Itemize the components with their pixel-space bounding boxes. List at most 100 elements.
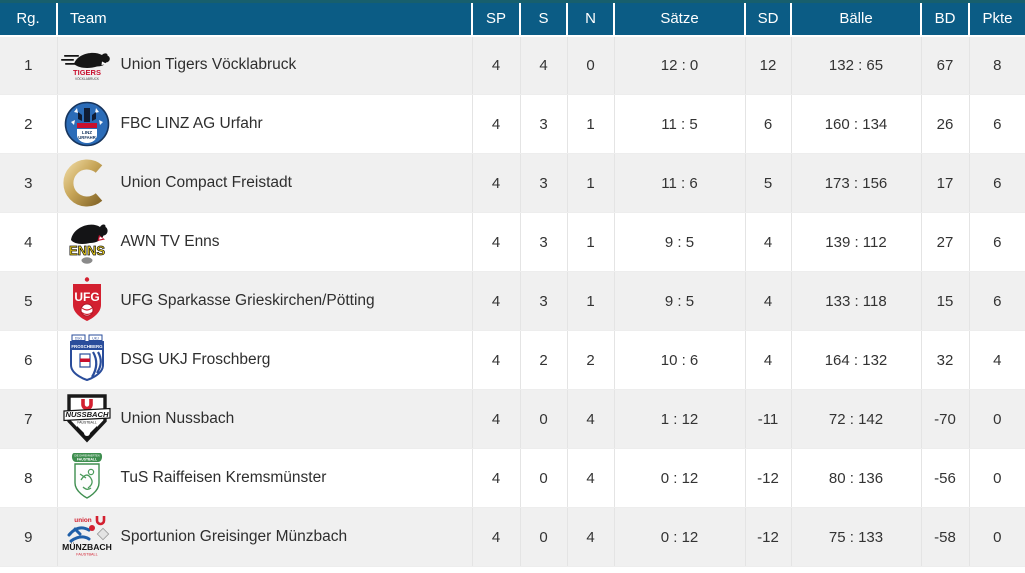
pkte-cell: 6 <box>968 271 1025 331</box>
col-header-bd: BD <box>920 0 969 37</box>
team-cell: LINZ URFAHR FBC LINZ AG Urfahr <box>56 94 472 154</box>
saetze-cell: 9 : 5 <box>613 212 745 272</box>
baelle-cell: 132 : 65 <box>790 35 921 95</box>
team-name: TuS Raiffeisen Kremsmünster <box>120 469 327 486</box>
rank-cell: 9 <box>0 507 57 567</box>
team-cell: DSG UKJ FROSCHBERG DSG UKJ Froschberg <box>56 330 472 390</box>
s-cell: 0 <box>519 448 567 508</box>
rank-cell: 2 <box>0 94 57 154</box>
pkte-cell: 6 <box>968 212 1025 272</box>
ufg-grieskirchen-poetting-logo: UFG <box>61 274 113 328</box>
dsg-ukj-froschberg-logo: DSG UKJ FROSCHBERG <box>61 333 113 387</box>
table-row: 2 LINZ URFAHR FBC LINZ AG Urfahr 4 3 1 1… <box>0 94 1025 154</box>
svg-text:FROSCHBERG: FROSCHBERG <box>71 344 103 349</box>
col-header-s: S <box>519 0 567 37</box>
sp-cell: 4 <box>471 35 520 95</box>
svg-text:FAUSTBALL: FAUSTBALL <box>76 457 96 461</box>
team-name: UFG Sparkasse Grieskirchen/Pötting <box>120 292 375 309</box>
fbc-linz-ag-urfahr-logo: LINZ URFAHR <box>61 97 113 151</box>
union-tigers-voecklabruck-logo: TIGERS VÖCKLABRUCK <box>60 38 113 92</box>
team-cell: NUSSBACH FAUSTBALL Union Nussbach <box>56 389 472 449</box>
col-header-n: N <box>566 0 614 37</box>
rank-cell: 5 <box>0 271 57 331</box>
svg-text:DIE EHRENWERTEN: DIE EHRENWERTEN <box>74 454 99 458</box>
team-name: Union Tigers Vöcklabruck <box>120 56 297 74</box>
table-row: 4 ENNS AWN TV Enns 4 3 1 9 : 5 4 139 : 1… <box>0 212 1025 272</box>
svg-text:FAUSTBALL: FAUSTBALL <box>76 553 98 557</box>
n-cell: 0 <box>566 35 614 95</box>
col-header-baelle: Bälle <box>790 0 921 37</box>
sp-cell: 4 <box>471 271 520 331</box>
rank-cell: 7 <box>0 389 57 449</box>
sp-cell: 4 <box>471 448 520 508</box>
rank-value: 2 <box>24 115 33 133</box>
col-header-team: Team <box>56 0 472 37</box>
saetze-cell: 12 : 0 <box>613 35 745 95</box>
awn-tv-enns-logo: ENNS <box>61 215 113 269</box>
sp-cell: 4 <box>471 507 520 567</box>
n-cell: 4 <box>566 448 614 508</box>
saetze-cell: 1 : 12 <box>613 389 745 449</box>
svg-text:UKJ: UKJ <box>92 336 99 340</box>
baelle-cell: 164 : 132 <box>790 330 921 390</box>
rank-value: 7 <box>24 410 33 428</box>
table-row: 6 DSG UKJ FROSCHBERG DSG UKJ Froschberg … <box>0 330 1025 390</box>
s-cell: 0 <box>519 389 567 449</box>
team-name: Sportunion Greisinger Münzbach <box>120 528 348 545</box>
s-cell: 3 <box>519 212 567 272</box>
svg-text:union: union <box>74 517 91 524</box>
svg-text:MÜNZBACH: MÜNZBACH <box>62 542 112 552</box>
n-cell: 2 <box>566 330 614 390</box>
s-cell: 4 <box>519 35 567 95</box>
table-row: 5 UFG UFG Sparkasse Grieskirchen/Pötting… <box>0 271 1025 331</box>
team-name: DSG UKJ Froschberg <box>120 351 271 368</box>
pkte-cell: 6 <box>968 94 1025 154</box>
col-header-saetze: Sätze <box>613 0 745 37</box>
rank-value: 6 <box>24 351 33 369</box>
n-cell: 1 <box>566 212 614 272</box>
pkte-cell: 0 <box>968 448 1025 508</box>
saetze-cell: 0 : 12 <box>613 507 745 567</box>
n-cell: 1 <box>566 94 614 154</box>
col-header-pkte: Pkte <box>968 0 1025 37</box>
baelle-cell: 80 : 136 <box>790 448 921 508</box>
rank-cell: 8 <box>0 448 57 508</box>
n-cell: 1 <box>566 271 614 331</box>
sd-cell: 6 <box>744 94 791 154</box>
team-cell: UFG UFG Sparkasse Grieskirchen/Pötting <box>56 271 472 331</box>
sd-cell: 4 <box>744 330 791 390</box>
col-header-sp: SP <box>471 0 520 37</box>
bd-cell: 17 <box>920 153 969 213</box>
team-cell: TIGERS VÖCKLABRUCK Union Tigers Vöcklabr… <box>56 35 472 95</box>
pkte-cell: 0 <box>968 507 1025 567</box>
rank-cell: 1 <box>0 35 57 95</box>
s-cell: 3 <box>519 153 567 213</box>
union-nussbach-logo: NUSSBACH FAUSTBALL <box>61 392 113 446</box>
bd-cell: 32 <box>920 330 969 390</box>
baelle-cell: 72 : 142 <box>790 389 921 449</box>
rank-value: 8 <box>24 469 33 487</box>
team-cell: union MÜNZBACH FAUSTBALL Sportunion Grei… <box>56 507 472 567</box>
baelle-cell: 160 : 134 <box>790 94 921 154</box>
saetze-cell: 9 : 5 <box>613 271 745 331</box>
n-cell: 1 <box>566 153 614 213</box>
svg-text:NUSSBACH: NUSSBACH <box>65 410 109 419</box>
svg-text:UFG: UFG <box>74 290 99 304</box>
sd-cell: -12 <box>744 448 791 508</box>
rank-cell: 3 <box>0 153 57 213</box>
saetze-cell: 11 : 5 <box>613 94 745 154</box>
svg-text:TIGERS: TIGERS <box>73 68 101 77</box>
sd-cell: 4 <box>744 271 791 331</box>
pkte-cell: 8 <box>968 35 1025 95</box>
standings-table-body: 1 TIGERS VÖCKLABRUCK Union Tigers Vöckla… <box>0 35 1025 567</box>
saetze-cell: 11 : 6 <box>613 153 745 213</box>
rank-value: 3 <box>24 174 33 192</box>
s-cell: 3 <box>519 94 567 154</box>
bd-cell: 67 <box>920 35 969 95</box>
baelle-cell: 139 : 112 <box>790 212 921 272</box>
svg-text:URFAHR: URFAHR <box>78 135 95 140</box>
baelle-cell: 75 : 133 <box>790 507 921 567</box>
table-row: 1 TIGERS VÖCKLABRUCK Union Tigers Vöckla… <box>0 35 1025 95</box>
bd-cell: -56 <box>920 448 969 508</box>
